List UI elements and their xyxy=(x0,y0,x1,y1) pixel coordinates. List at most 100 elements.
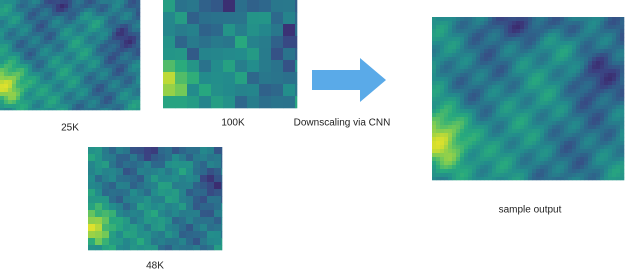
heatmap-cell xyxy=(48,36,52,40)
heatmap-cell xyxy=(504,21,508,25)
heatmap-cell xyxy=(259,60,271,72)
heatmap-cell xyxy=(460,177,464,180)
heatmap-cell xyxy=(4,104,8,108)
heatmap-cell xyxy=(452,149,456,153)
heatmap-cell xyxy=(548,33,552,37)
heatmap-cell xyxy=(516,101,520,105)
heatmap-cell xyxy=(432,77,436,81)
heatmap-cell xyxy=(64,24,68,28)
heatmap-cell xyxy=(476,21,480,25)
heatmap-cell xyxy=(214,168,221,175)
heatmap-cell xyxy=(596,157,600,161)
heatmap-cell xyxy=(484,169,488,173)
heatmap-cell xyxy=(200,168,207,175)
heatmap-cell xyxy=(448,157,452,161)
heatmap-cell xyxy=(572,37,576,41)
heatmap-cell xyxy=(432,149,436,153)
heatmap-cell xyxy=(472,41,476,45)
heatmap-cell xyxy=(440,177,444,180)
heatmap-cell xyxy=(28,0,32,4)
heatmap-cell xyxy=(100,76,104,80)
heatmap-cell xyxy=(24,40,28,44)
heatmap-cell xyxy=(512,109,516,113)
heatmap-cell xyxy=(84,24,88,28)
heatmap-cell xyxy=(496,53,500,57)
heatmap-cell xyxy=(508,93,512,97)
heatmap-cell xyxy=(600,129,604,133)
heatmap-cell xyxy=(12,96,16,100)
heatmap-cell xyxy=(84,96,88,100)
heatmap-cell xyxy=(20,56,24,60)
heatmap-cell xyxy=(528,65,532,69)
heatmap-cell xyxy=(468,113,472,117)
heatmap-cell xyxy=(468,169,472,173)
heatmap-cell xyxy=(76,96,80,100)
heatmap-cell xyxy=(32,60,36,64)
heatmap-cell xyxy=(163,12,175,24)
heatmap-cell xyxy=(448,165,452,169)
heatmap-cell xyxy=(448,153,452,157)
heatmap-cell xyxy=(564,21,568,25)
heatmap-cell xyxy=(532,165,536,169)
heatmap-cell xyxy=(193,203,200,210)
heatmap-cell xyxy=(620,37,624,41)
heatmap-cell xyxy=(556,173,560,177)
heatmap-cell xyxy=(12,88,16,92)
heatmap-cell xyxy=(158,147,165,154)
heatmap-cell xyxy=(612,161,616,165)
heatmap-cell xyxy=(165,210,172,217)
heatmap-cell xyxy=(136,40,140,44)
heatmap-cell xyxy=(492,165,496,169)
heatmap-cell xyxy=(484,57,488,61)
heatmap-cell xyxy=(600,29,604,33)
heatmap-cell xyxy=(536,77,540,81)
heatmap-cell xyxy=(552,73,556,77)
heatmap-cell xyxy=(68,76,72,80)
heatmap-cell xyxy=(600,37,604,41)
heatmap-cell xyxy=(576,113,580,117)
heatmap-cell xyxy=(472,133,476,137)
heatmap-cell xyxy=(456,21,460,25)
heatmap-cell xyxy=(52,108,56,110)
heatmap-cell xyxy=(576,49,580,53)
heatmap-cell xyxy=(68,4,72,8)
heatmap-cell xyxy=(179,168,186,175)
heatmap-cell xyxy=(592,129,596,133)
heatmap-cell xyxy=(456,77,460,81)
heatmap-cell xyxy=(524,137,528,141)
heatmap-cell xyxy=(492,129,496,133)
heatmap-cell xyxy=(8,16,12,20)
heatmap-cell xyxy=(0,72,4,76)
heatmap-cell xyxy=(16,20,20,24)
heatmap-cell xyxy=(92,84,96,88)
heatmap-cell xyxy=(508,37,512,41)
heatmap-cell xyxy=(620,65,624,69)
heatmap-cell xyxy=(48,40,52,44)
heatmap-cell xyxy=(128,96,132,100)
heatmap-cell xyxy=(163,96,175,108)
heatmap-cell xyxy=(484,113,488,117)
heatmap-cell xyxy=(568,169,572,173)
heatmap-cell xyxy=(108,8,112,12)
heatmap-cell xyxy=(492,133,496,137)
heatmap-cell xyxy=(283,84,295,96)
heatmap-cell xyxy=(604,121,608,125)
heatmap-cell xyxy=(440,89,444,93)
heatmap-cell xyxy=(72,40,76,44)
heatmap-cell xyxy=(448,129,452,133)
heatmap-cell xyxy=(588,69,592,73)
heatmap-cell xyxy=(612,145,616,149)
heatmap-cell xyxy=(492,173,496,177)
heatmap-cell xyxy=(600,89,604,93)
heatmap-cell xyxy=(48,12,52,16)
heatmap-cell xyxy=(548,157,552,161)
heatmap-cell xyxy=(520,69,524,73)
heatmap-cell xyxy=(580,57,584,61)
heatmap-cell xyxy=(572,45,576,49)
heatmap-cell xyxy=(528,61,532,65)
heatmap-cell xyxy=(568,177,572,180)
heatmap-cell xyxy=(576,129,580,133)
heatmap-cell xyxy=(440,137,444,141)
heatmap-cell xyxy=(536,105,540,109)
heatmap-cell xyxy=(40,0,44,4)
